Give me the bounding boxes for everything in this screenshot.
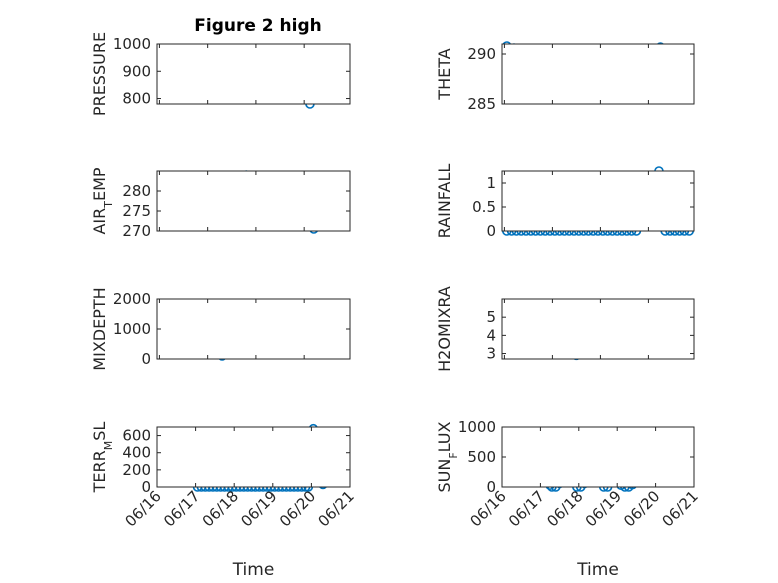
y-tick-label: 280 [122,182,151,200]
x-tick-label: 06/17 [160,487,203,530]
x-axis-label: Time [576,560,619,580]
x-tick-label: 06/19 [237,487,280,530]
x-tick-label: 06/17 [505,487,548,530]
y-tick-label: 0 [141,478,151,496]
x-axis-label: Time [232,560,275,580]
axes-frame [156,298,351,360]
axes-frame [501,298,695,360]
y-tick-label: 600 [122,427,151,445]
y-tick-label: 0.5 [472,198,496,216]
axes-frame [501,170,695,232]
axes-frame [501,426,695,488]
y-tick-label: 270 [122,222,151,240]
y-tick-label: 1000 [458,418,496,436]
y-axis-label: MIXDEPTH [90,287,109,370]
y-tick-label: 1 [486,174,496,192]
x-tick-label: 06/19 [582,487,625,530]
subplot-theta: 285 290 THETA [435,41,695,113]
y-tick-label: 900 [122,62,151,80]
subplot-air-temp: 270 275 280 AIRTEMP [90,167,351,240]
y-axis-label: THETA [435,48,454,100]
y-tick-label: 200 [122,461,151,479]
axes-frame [501,43,695,105]
y-tick-label: 2000 [113,290,151,308]
y-axis-label: SUNFLUX [435,421,460,492]
subplot-sun-flux: 0500100006/1606/1706/1806/1906/2006/21Ti… [435,418,702,580]
y-tick-label: 800 [122,90,151,108]
x-tick-label: 06/20 [620,487,663,530]
x-tick-label: 06/21 [659,487,702,530]
y-tick-label: 500 [467,448,496,466]
subplot-h2omixra: 345 H2OMIXRA [435,286,695,372]
y-tick-label: 3 [486,345,496,363]
y-tick-label: 275 [122,202,151,220]
y-tick-label: 5 [486,308,496,326]
subplot-rainfall: 0 0.5 1 RAINFALL [435,164,695,240]
y-tick-label: 0 [141,350,151,368]
y-axis-label: TERRMSL [90,422,115,494]
y-tick-label: 4 [486,326,496,344]
y-axis-label: AIRTEMP [90,167,115,234]
axes-frame [156,170,351,232]
x-tick-label: 06/21 [315,487,358,530]
axes-frame [156,43,351,105]
y-tick-label: 400 [122,444,151,462]
axes-frame [156,426,351,488]
x-tick-label: 06/18 [543,487,586,530]
x-tick-label: 06/20 [276,487,319,530]
y-axis-label: PRESSURE [90,32,109,116]
x-tick-label: 06/18 [199,487,242,530]
subplot-terr-msl: 020040060006/1606/1706/1806/1906/2006/21… [90,422,358,580]
y-axis-label: RAINFALL [435,164,454,239]
y-tick-label: 290 [467,45,496,63]
figure-title: Figure 2 high [194,16,322,36]
y-axis-label: H2OMIXRA [435,286,454,372]
y-tick-label: 285 [467,95,496,113]
y-tick-label: 1000 [113,35,151,53]
y-tick-label: 1000 [113,320,151,338]
y-tick-label: 0 [486,478,496,496]
y-tick-label: 0 [486,222,496,240]
